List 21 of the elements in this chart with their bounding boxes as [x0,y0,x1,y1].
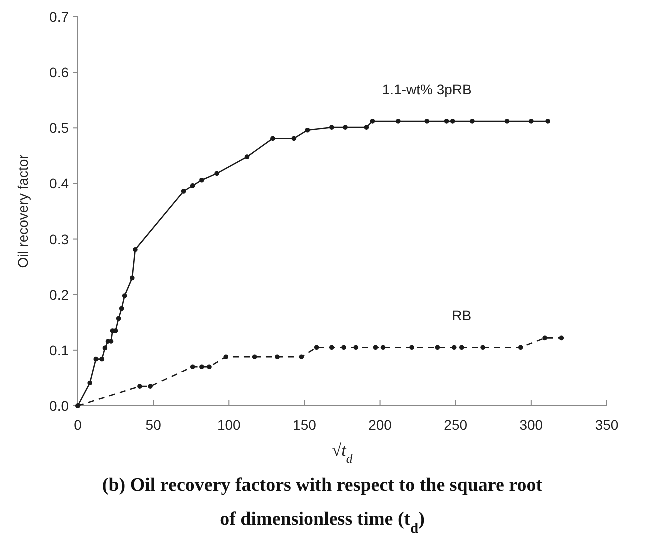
y-tick-label: 0.2 [50,286,70,303]
x-tick-label: 150 [293,417,317,433]
y-tick-label: 0.0 [50,398,70,414]
x-axis-title: √t$_{d}$ [332,441,354,466]
y-tick-label: 0.1 [50,342,70,358]
x-tick-label: 50 [146,417,162,433]
y-tick-label: 0.3 [50,231,70,248]
y-tick-label: 0.4 [50,176,70,192]
series-label: 1.1-wt% 3pRB [382,81,472,98]
y-axis-title: Oil recovery factor [15,154,31,268]
x-tick-label: 100 [217,417,242,433]
x-tick-label: 250 [444,417,468,433]
y-tick-label: 0.7 [50,9,70,25]
text: (b) Oil recovery factors with respect to the square root of dimensionless time (t$_{d}$) [102,475,544,537]
x-tick-label: 0 [74,417,82,433]
y-tick-label: 0.5 [50,120,70,136]
x-tick-label: 350 [595,417,619,433]
y-tick-label: 0.6 [50,64,70,81]
x-tick-label: 200 [368,417,392,433]
series-label: RB [452,308,472,324]
x-tick-label: 300 [520,417,544,433]
